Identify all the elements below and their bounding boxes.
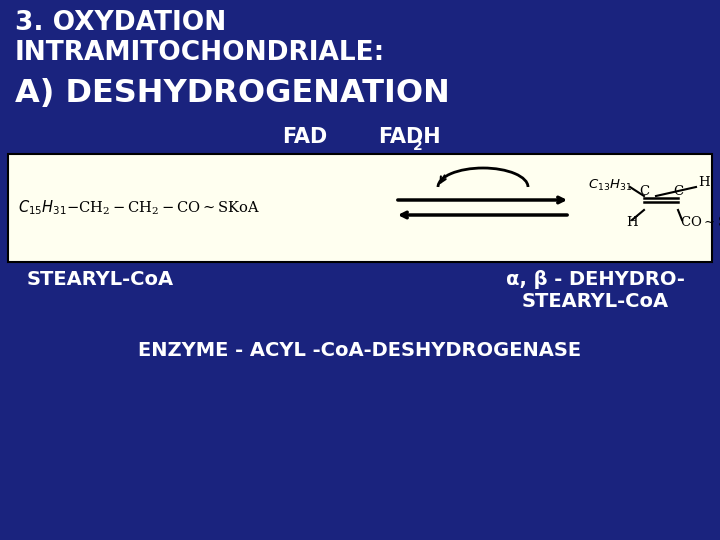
Text: H: H [626, 215, 638, 228]
Text: 3. OXYDATION: 3. OXYDATION [15, 10, 226, 36]
Text: $\mathregular{CO{\sim}SKoA}$: $\mathregular{CO{\sim}SKoA}$ [680, 215, 720, 229]
Text: $\mathit{C}_{13}\mathit{H}_{31}$: $\mathit{C}_{13}\mathit{H}_{31}$ [588, 178, 632, 193]
Text: STEARYL-CoA: STEARYL-CoA [27, 270, 174, 289]
Text: C: C [639, 185, 649, 198]
Text: α, β - DEHYDRO-: α, β - DEHYDRO- [505, 270, 685, 289]
Text: A) DESHYDROGENATION: A) DESHYDROGENATION [15, 78, 450, 109]
Text: ENZYME - ACYL -CoA-DESHYDROGENASE: ENZYME - ACYL -CoA-DESHYDROGENASE [138, 341, 582, 360]
Text: FAD: FAD [282, 127, 328, 147]
Text: C: C [673, 185, 683, 198]
Text: INTRAMITOCHONDRIALE:: INTRAMITOCHONDRIALE: [15, 40, 385, 66]
Text: 2: 2 [413, 139, 423, 153]
Text: H: H [698, 177, 710, 190]
Text: FADH: FADH [378, 127, 441, 147]
Text: STEARYL-CoA: STEARYL-CoA [521, 292, 669, 311]
FancyBboxPatch shape [8, 154, 712, 262]
Text: $\mathit{C}_{15}\mathit{H}_{31}$$\mathregular{-CH_2-CH_2-CO{\sim}SKoA}$: $\mathit{C}_{15}\mathit{H}_{31}$$\mathre… [18, 199, 260, 217]
